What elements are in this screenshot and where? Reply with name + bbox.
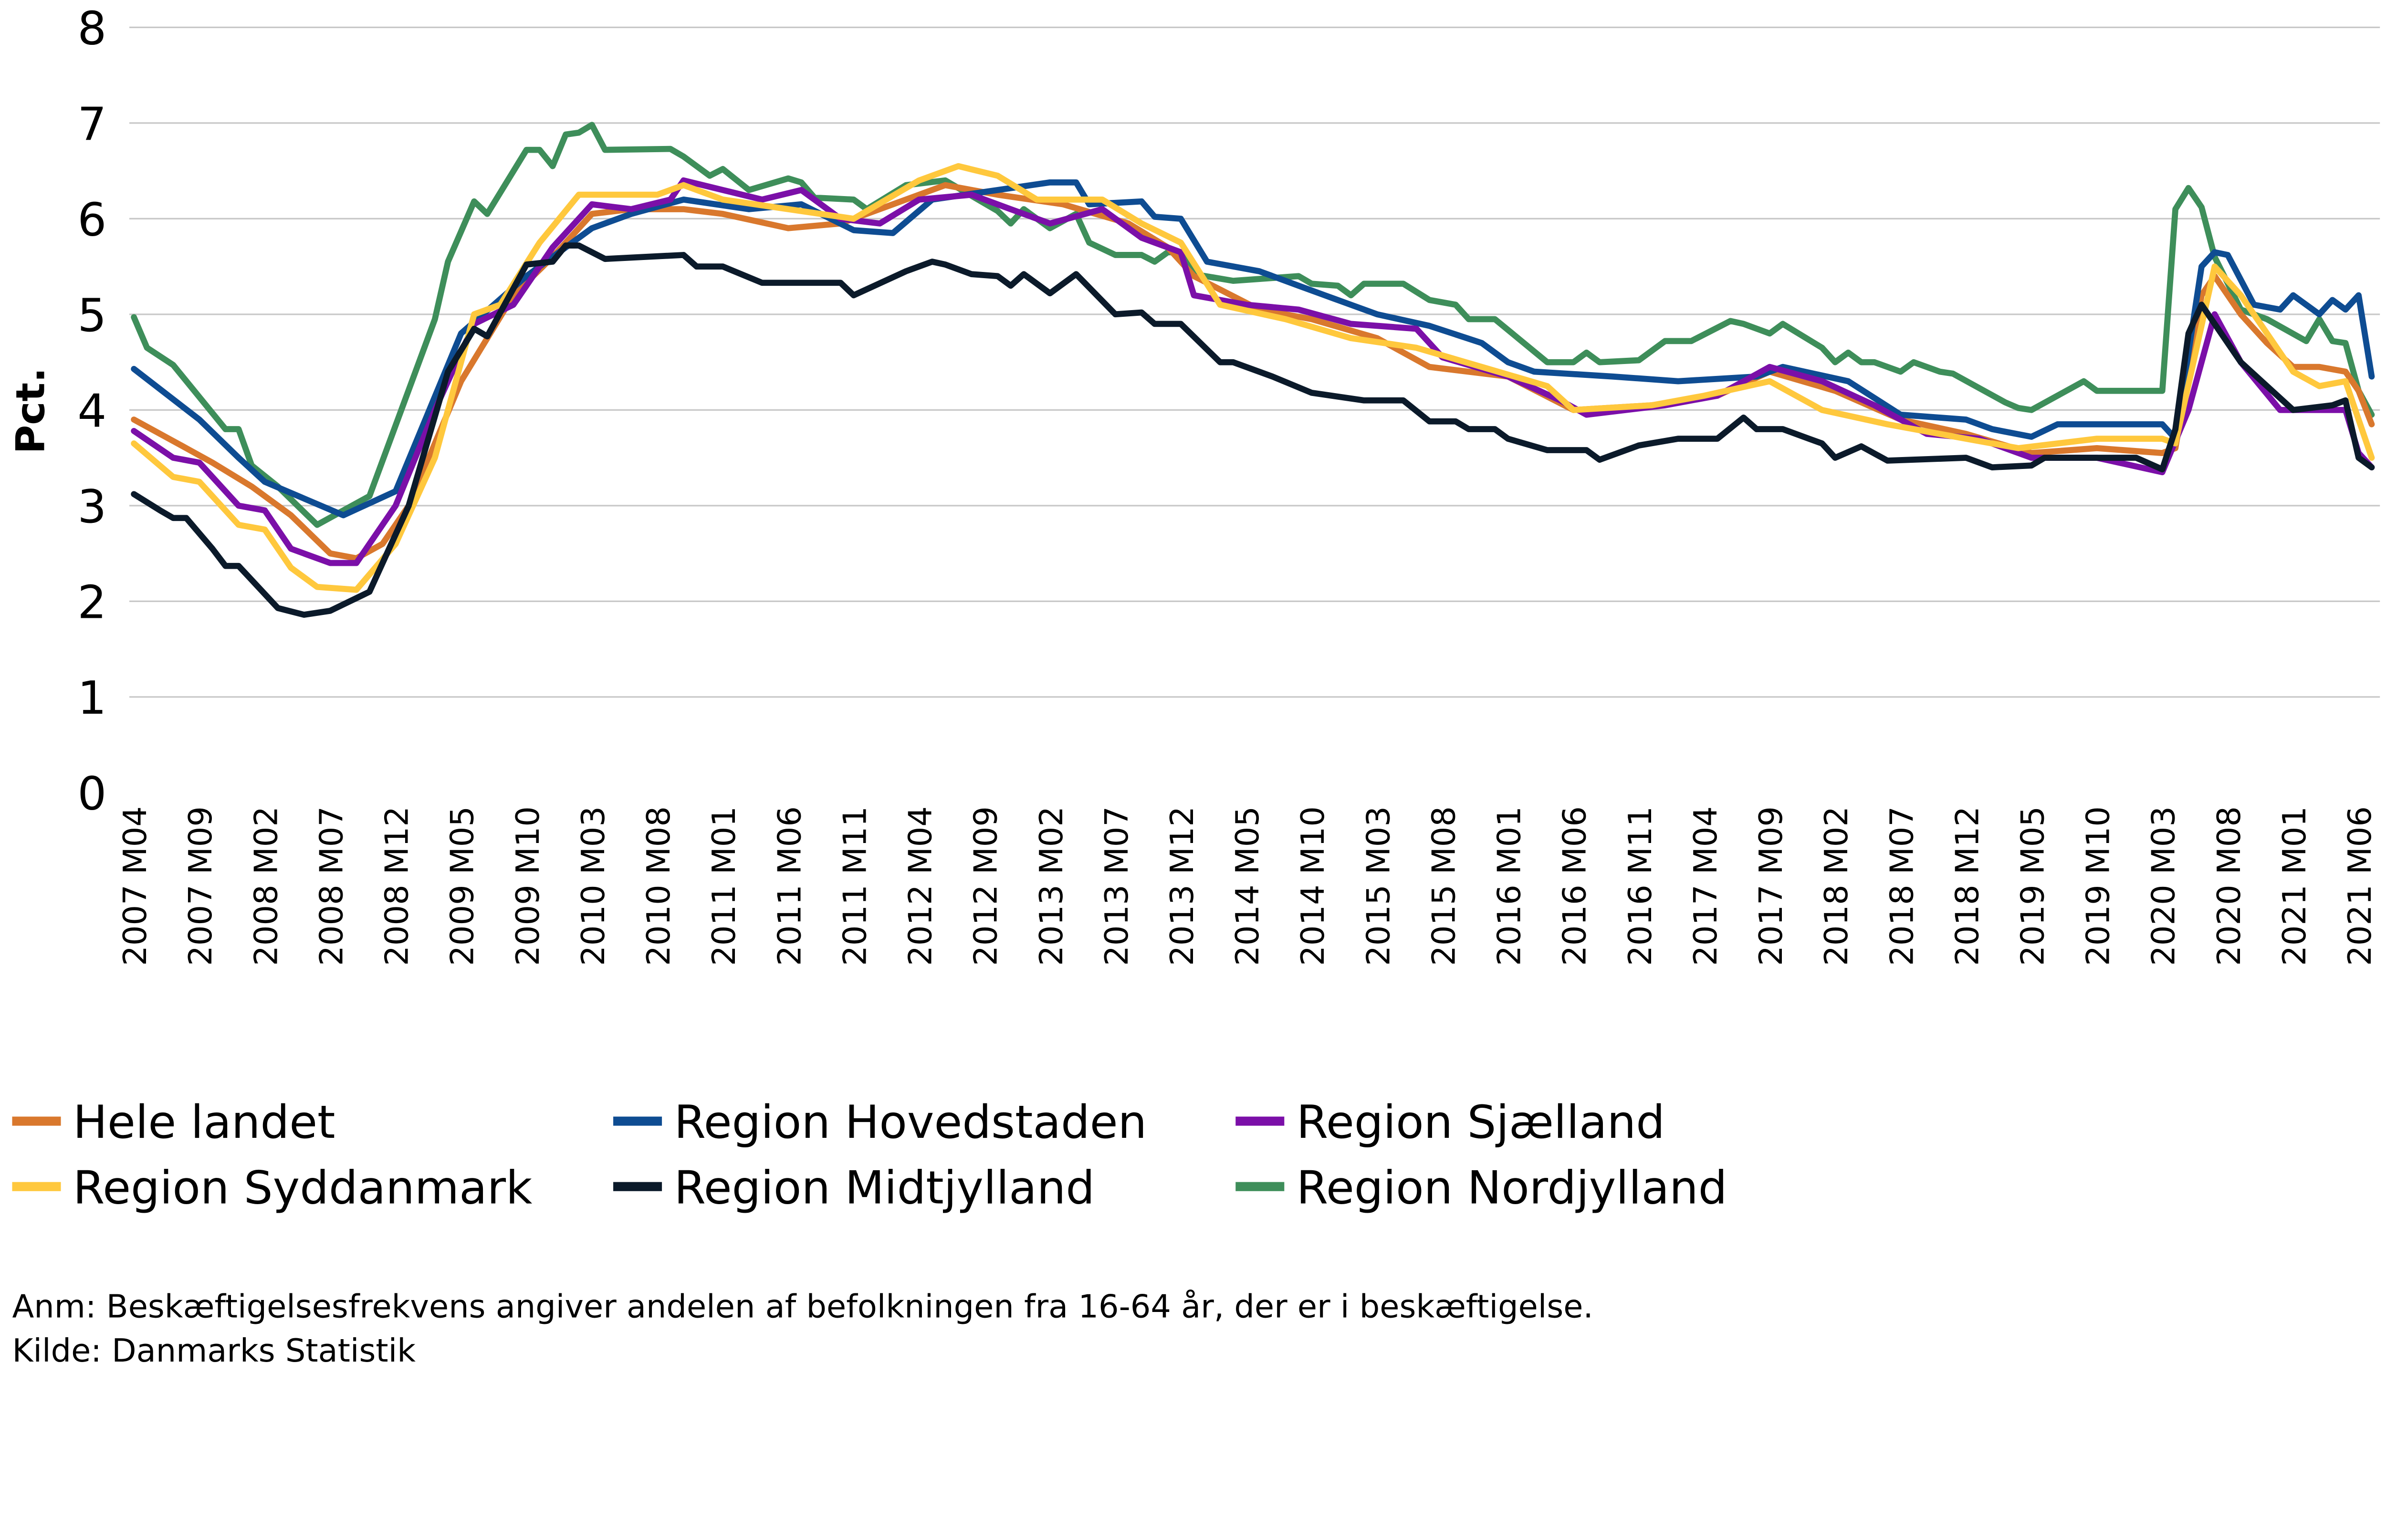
x-tick-label: 2016 M11 — [1622, 806, 1659, 966]
legend-label: Region Nordjylland — [1297, 1161, 1727, 1214]
y-axis-ticks: 0 1 2 3 4 5 6 7 8 — [77, 1, 106, 820]
x-tick-label: 2013 M12 — [1163, 806, 1201, 966]
x-tick-label: 2018 M07 — [1883, 806, 1920, 966]
x-tick-label: 2015 M03 — [1360, 806, 1397, 966]
x-tick-label: 2020 M08 — [2210, 806, 2248, 966]
x-tick-label: 2013 M07 — [1098, 806, 1135, 966]
series-line-region-syddanmark — [131, 163, 2375, 593]
x-tick-label: 2021 M06 — [2341, 806, 2378, 966]
legend-item: Region Midtjylland — [613, 1161, 1095, 1214]
x-tick-label: 2019 M10 — [2080, 806, 2117, 966]
note-text: Anm: Beskæftigelsesfrekvens angiver ande… — [12, 1288, 1593, 1325]
y-tick-label: 1 — [77, 671, 106, 725]
gridlines — [129, 26, 2380, 698]
y-tick-label: 7 — [77, 97, 106, 151]
legend-item: Region Sjælland — [1235, 1095, 1665, 1149]
x-tick-label: 2014 M05 — [1229, 806, 1266, 966]
y-tick-label: 8 — [77, 1, 106, 55]
x-tick-label: 2013 M02 — [1033, 806, 1070, 966]
y-tick-label: 0 — [77, 767, 106, 820]
series-line-region-midtjylland — [131, 242, 2375, 618]
x-tick-label: 2008 M07 — [313, 806, 350, 966]
x-tick-label: 2009 M10 — [509, 806, 546, 966]
x-tick-label: 2020 M03 — [2145, 806, 2182, 966]
legend-item: Hele landet — [12, 1095, 335, 1149]
x-tick-label: 2012 M04 — [902, 806, 939, 966]
series-line-hele-landet — [131, 182, 2375, 562]
x-tick-label: 2016 M01 — [1491, 806, 1528, 966]
x-axis-ticks: 2007 M04 2007 M09 2008 M02 2008 M07 2008 M12… — [116, 806, 2378, 966]
x-tick-label: 2011 M06 — [771, 806, 808, 966]
y-tick-label: 4 — [77, 384, 106, 437]
legend-item: Region Nordjylland — [1235, 1161, 1727, 1214]
legend: Hele landet Region Hovedstaden Region Sjæl… — [12, 1095, 1727, 1214]
x-tick-label: 2018 M02 — [1818, 806, 1855, 966]
x-tick-label: 2009 M05 — [444, 806, 481, 966]
legend-label: Region Syddanmark — [73, 1161, 533, 1214]
x-tick-label: 2008 M02 — [247, 806, 284, 966]
source-text: Kilde: Danmarks Statistik — [12, 1332, 416, 1369]
x-tick-label: 2016 M06 — [1556, 806, 1593, 966]
series-line-region-hovedstaden — [131, 179, 2375, 519]
x-tick-label: 2007 M09 — [182, 806, 219, 966]
x-tick-label: 2011 M01 — [705, 806, 743, 966]
y-tick-label: 5 — [77, 289, 106, 342]
y-tick-label: 2 — [77, 575, 106, 629]
legend-label: Region Midtjylland — [674, 1161, 1095, 1214]
y-tick-label: 6 — [77, 193, 106, 246]
y-tick-label: 3 — [77, 480, 106, 533]
series-lines — [131, 122, 2375, 618]
series-line-region-nordjylland — [131, 122, 2375, 528]
x-tick-label: 2008 M12 — [378, 806, 416, 966]
x-tick-label: 2021 M01 — [2276, 806, 2313, 966]
x-tick-label: 2018 M12 — [1948, 806, 1986, 966]
x-tick-label: 2014 M10 — [1294, 806, 1331, 966]
x-tick-label: 2010 M03 — [575, 806, 612, 966]
x-tick-label: 2007 M04 — [116, 806, 154, 966]
legend-item: Region Hovedstaden — [613, 1095, 1147, 1149]
legend-label: Region Hovedstaden — [674, 1095, 1147, 1149]
legend-item: Region Syddanmark — [12, 1161, 533, 1214]
x-tick-label: 2019 M05 — [2014, 806, 2051, 966]
x-tick-label: 2012 M09 — [967, 806, 1005, 966]
x-tick-label: 2017 M04 — [1687, 806, 1724, 966]
y-axis-label: Pct. — [7, 367, 53, 454]
x-tick-label: 2010 M08 — [640, 806, 677, 966]
x-tick-label: 2011 M11 — [836, 806, 873, 966]
x-tick-label: 2015 M08 — [1425, 806, 1462, 966]
legend-label: Region Sjælland — [1297, 1095, 1665, 1149]
legend-label: Hele landet — [73, 1095, 335, 1149]
x-tick-label: 2017 M09 — [1752, 806, 1790, 966]
